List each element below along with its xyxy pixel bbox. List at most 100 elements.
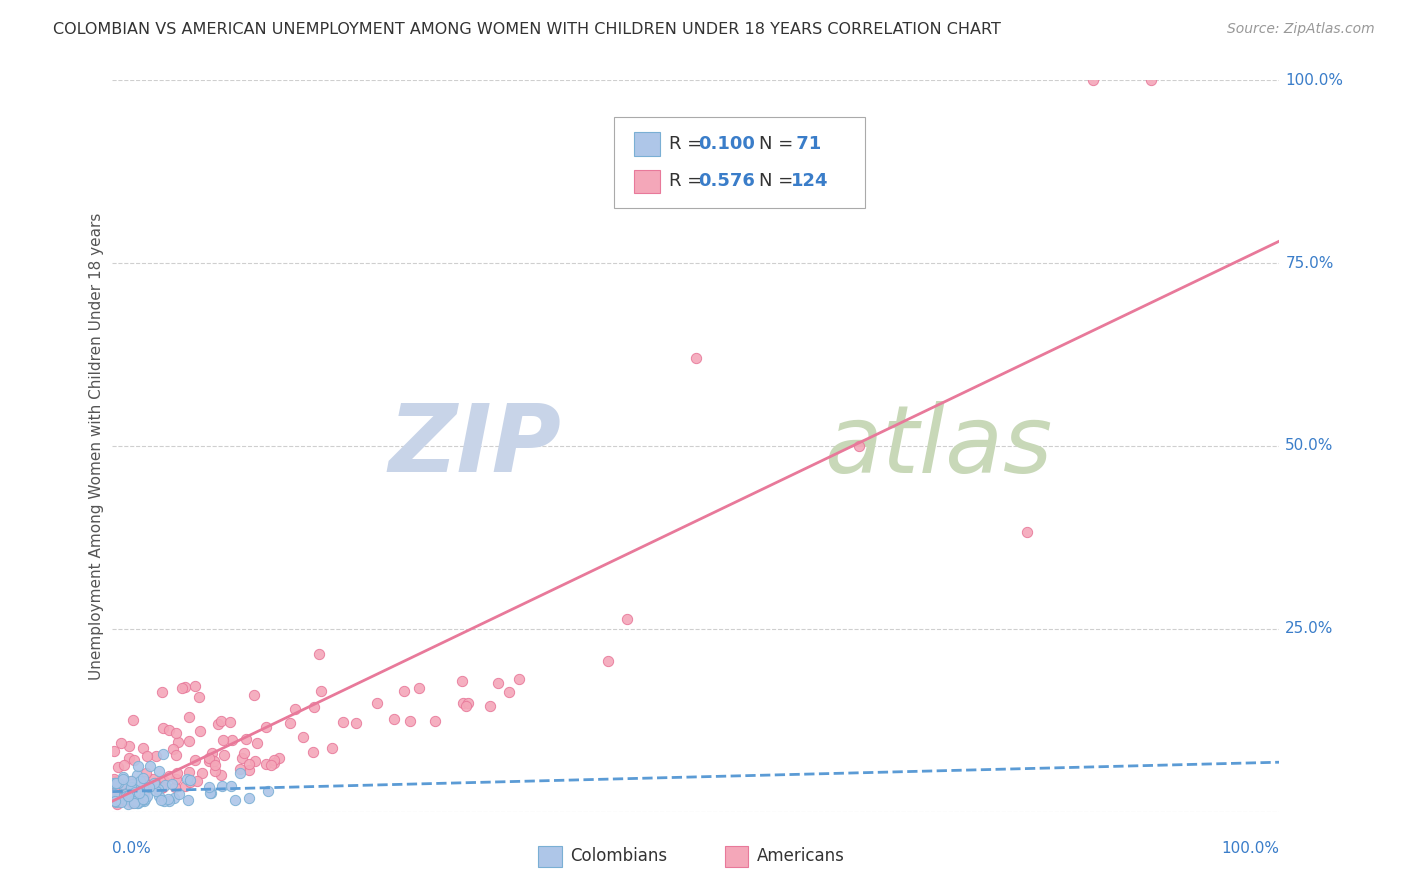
Point [118,739,141,753]
Point [596,654,619,668]
Point [120,774,142,789]
Point [121,796,143,810]
Point [204,758,226,772]
Point [110,736,132,750]
Text: COLOMBIAN VS AMERICAN UNEMPLOYMENT AMONG WOMEN WITH CHILDREN UNDER 18 YEARS CORR: COLOMBIAN VS AMERICAN UNEMPLOYMENT AMONG… [53,22,1001,37]
Point [486,676,509,690]
Point [150,780,173,795]
Point [200,786,222,800]
Point [408,681,430,696]
Point [344,716,367,731]
Point [165,780,187,794]
Point [221,733,243,747]
Point [238,756,260,771]
Point [112,772,135,787]
Point [162,741,184,756]
Point [209,714,232,728]
Point [508,672,530,686]
Point [229,762,252,776]
Point [224,793,246,807]
Point [152,721,174,735]
Text: Source: ZipAtlas.com: Source: ZipAtlas.com [1227,22,1375,37]
Point [120,780,142,794]
Point [120,773,142,788]
Point [267,751,290,765]
Text: 71: 71 [790,135,821,153]
Text: R =: R = [669,135,709,153]
Point [129,794,152,808]
Point [136,778,159,792]
Point [111,777,134,791]
Point [309,684,332,698]
Point [187,690,209,704]
Y-axis label: Unemployment Among Women with Children Under 18 years: Unemployment Among Women with Children U… [89,212,104,680]
Text: 0.100: 0.100 [699,135,755,153]
Point [136,748,159,763]
Point [112,792,135,806]
Point [254,756,277,771]
Point [366,696,388,710]
Point [117,789,139,804]
Point [127,796,149,810]
Point [132,792,155,806]
Point [104,784,127,798]
Point [238,790,260,805]
Point [198,751,221,765]
Point [212,748,235,763]
Point [122,793,145,807]
Point [260,757,283,772]
Text: 75.0%: 75.0% [1285,256,1334,270]
Point [127,796,149,810]
Point [848,439,870,453]
Point [165,726,187,740]
Point [148,789,170,803]
Point [291,730,314,744]
Point [132,773,155,788]
Point [301,745,323,759]
Point [112,758,135,772]
Point [1017,525,1039,540]
Point [254,720,277,734]
Point [202,754,225,768]
Point [157,723,180,737]
Point [157,769,180,783]
Point [134,792,156,806]
Point [219,779,242,793]
Point [478,698,501,713]
Text: 100.0%: 100.0% [1285,73,1343,87]
Text: 0.0%: 0.0% [112,841,152,856]
Point [142,776,165,790]
Point [108,794,131,808]
Point [104,794,127,808]
Point [115,789,138,803]
Point [166,766,188,780]
Point [153,794,176,808]
Point [212,733,235,747]
Point [263,756,285,771]
Point [398,714,420,729]
Text: Colombians: Colombians [569,847,666,865]
Point [179,773,201,788]
Point [1081,73,1104,87]
Point [235,731,257,746]
Point [129,774,152,789]
Point [451,696,474,710]
Point [232,746,254,760]
Point [103,773,125,788]
Point [302,699,325,714]
Point [423,714,446,728]
Point [110,795,132,809]
Point [278,716,301,731]
Point [451,673,474,688]
FancyBboxPatch shape [614,117,865,209]
Point [148,764,170,779]
Point [201,746,224,760]
Text: 50.0%: 50.0% [1285,439,1334,453]
Point [104,792,127,806]
Point [165,747,187,762]
Point [103,776,125,790]
Point [121,777,143,791]
Point [114,792,136,806]
Point [127,790,149,805]
Point [125,768,148,782]
